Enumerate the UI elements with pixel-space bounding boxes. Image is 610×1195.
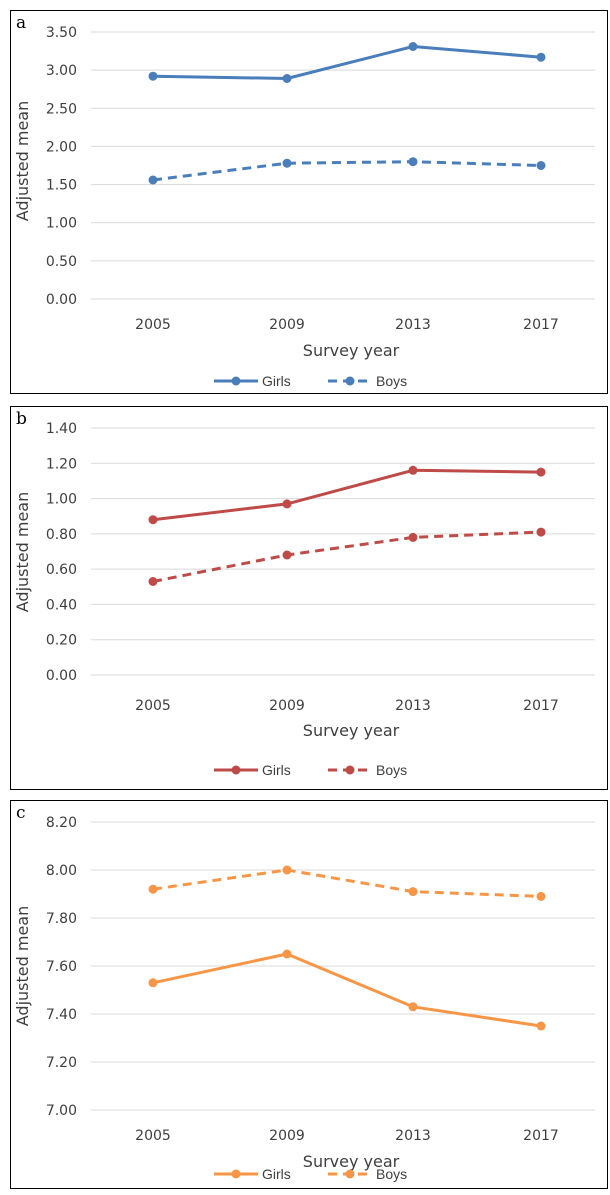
data-point-boys (536, 891, 546, 901)
data-point-boys (282, 158, 292, 168)
y-tick-label: 3.50 (46, 25, 77, 41)
legend: Girls Boys (214, 373, 407, 389)
y-tick-label: 1.50 (46, 178, 77, 194)
legend-marker-girls (231, 1169, 241, 1179)
y-tick-label: 7.40 (46, 1007, 77, 1023)
y-tick-label: 7.60 (46, 959, 77, 975)
y-tick-label: 3.00 (46, 63, 77, 79)
y-tick-label: 0.40 (46, 597, 77, 613)
x-axis-title: Survey year (303, 1152, 400, 1171)
y-tick-label: 1.00 (46, 216, 77, 232)
data-point-boys (148, 175, 158, 185)
y-tick-label: 0.80 (46, 527, 77, 543)
data-point-girls (408, 1002, 418, 1012)
data-point-girls (536, 52, 546, 62)
x-tick-label: 2017 (523, 698, 559, 714)
x-tick-label: 2013 (395, 317, 431, 333)
x-tick-label: 2009 (269, 698, 305, 714)
x-tick-label: 2005 (135, 1128, 171, 1144)
panel-label: c (16, 803, 26, 823)
data-point-girls (148, 71, 158, 81)
series-line-girls (152, 468, 542, 522)
legend-label-girls: Girls (262, 373, 291, 389)
y-axis-title: Adjusted mean (13, 101, 32, 221)
data-point-boys (408, 157, 418, 167)
legend-label-boys: Boys (376, 1166, 407, 1182)
data-point-girls (282, 949, 292, 959)
series-line-girls (152, 45, 542, 80)
chart-panel-a: a 0.00 0.50 1.00 1.50 2.00 2.50 3.00 3.50 Adjuste… (10, 10, 608, 394)
legend-label-boys: Boys (376, 373, 407, 389)
x-tick-label: 2013 (395, 1128, 431, 1144)
x-tick-label: 2009 (269, 1128, 305, 1144)
panel-label: b (16, 409, 27, 429)
x-axis-title: Survey year (303, 721, 400, 740)
data-point-boys (148, 884, 158, 894)
data-point-girls (408, 465, 418, 475)
data-point-boys (282, 865, 292, 875)
y-tick-label: 1.20 (46, 456, 77, 472)
legend-label-boys: Boys (376, 762, 407, 778)
legend-marker-boys (345, 765, 355, 775)
chart-svg-c: c 7.00 7.20 7.40 7.60 7.80 8.00 8.20 Adjusted me… (13, 803, 595, 1182)
data-point-girls (148, 978, 158, 988)
y-tick-label: 0.60 (46, 562, 77, 578)
y-tick-label: 0.00 (46, 668, 77, 684)
x-tick-label: 2005 (135, 317, 171, 333)
y-tick-label: 7.20 (46, 1055, 77, 1071)
data-point-girls (536, 467, 546, 477)
data-point-girls (148, 515, 158, 525)
y-tick-label: 1.40 (46, 421, 77, 437)
x-tick-label: 2009 (269, 317, 305, 333)
panel-label: a (16, 13, 26, 33)
data-point-boys (536, 527, 546, 537)
y-axis-title: Adjusted mean (13, 906, 32, 1026)
data-point-girls (282, 499, 292, 509)
x-tick-label: 2013 (395, 698, 431, 714)
y-tick-label: 0.00 (46, 292, 77, 308)
legend-marker-boys (345, 1169, 355, 1179)
data-point-boys (408, 887, 418, 897)
y-tick-label: 0.20 (46, 633, 77, 649)
y-tick-label: 8.00 (46, 863, 77, 879)
chart-svg-b: b 0.00 0.20 0.40 0.60 0.80 1.00 1.20 1.40 Adjuste… (13, 409, 595, 778)
data-point-boys (408, 532, 418, 542)
chart-panel-b: b 0.00 0.20 0.40 0.60 0.80 1.00 1.20 1.40 Adjuste… (10, 406, 608, 790)
chart-svg-a: a 0.00 0.50 1.00 1.50 2.00 2.50 3.00 3.50 Adjuste… (13, 13, 595, 389)
x-axis-title: Survey year (303, 341, 400, 360)
data-point-girls (282, 74, 292, 83)
legend-label-girls: Girls (262, 762, 291, 778)
x-tick-label: 2017 (523, 1128, 559, 1144)
y-tick-label: 7.80 (46, 911, 77, 927)
series-line-boys (152, 530, 542, 583)
chart-panel-c: c 7.00 7.20 7.40 7.60 7.80 8.00 8.20 Adjusted me… (10, 800, 608, 1189)
legend: Girls Boys (214, 1166, 407, 1182)
y-tick-label: 2.00 (46, 139, 77, 155)
x-tick-label: 2017 (523, 317, 559, 333)
series-line-boys (152, 868, 542, 898)
legend-marker-boys (345, 376, 355, 386)
y-tick-label: 8.20 (46, 815, 77, 831)
legend-marker-girls (231, 376, 241, 386)
data-point-boys (148, 577, 158, 586)
x-tick-label: 2005 (135, 698, 171, 714)
y-tick-label: 1.00 (46, 492, 77, 508)
y-tick-label: 7.00 (46, 1103, 77, 1119)
series-line-girls (152, 952, 542, 1028)
data-point-boys (282, 550, 292, 560)
data-point-girls (408, 42, 418, 51)
y-tick-label: 2.50 (46, 101, 77, 117)
y-tick-label: 0.50 (46, 254, 77, 270)
y-axis-title: Adjusted mean (13, 492, 32, 612)
series-line-boys (152, 160, 542, 182)
legend-marker-girls (231, 765, 241, 775)
legend: Girls Boys (214, 762, 407, 778)
legend-label-girls: Girls (262, 1166, 291, 1182)
data-point-boys (536, 161, 546, 170)
data-point-girls (536, 1021, 546, 1031)
